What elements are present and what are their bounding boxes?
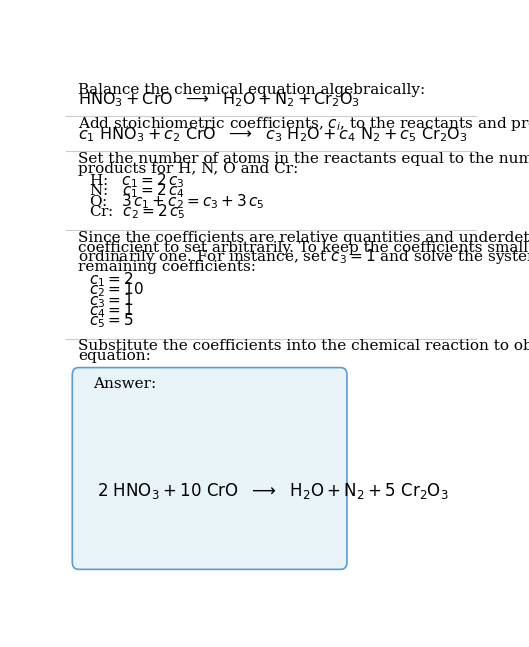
Text: Cr:  $c_2 = 2\, c_5$: Cr: $c_2 = 2\, c_5$ (89, 203, 185, 221)
Text: coefficient to set arbitrarily. To keep the coefficients small, the arbitrary va: coefficient to set arbitrarily. To keep … (78, 241, 529, 254)
Text: $\mathrm{HNO_3 + CrO \ \ {\longrightarrow} \ \ H_2O + N_2 + Cr_2O_3}$: $\mathrm{HNO_3 + CrO \ \ {\longrightarro… (78, 91, 360, 109)
Text: $c_5 = 5$: $c_5 = 5$ (89, 312, 133, 331)
Text: Answer:: Answer: (93, 377, 156, 391)
Text: equation:: equation: (78, 349, 151, 363)
Text: $c_4 = 1$: $c_4 = 1$ (89, 302, 133, 320)
Text: Substitute the coefficients into the chemical reaction to obtain the balanced: Substitute the coefficients into the che… (78, 339, 529, 353)
Text: $c_3 = 1$: $c_3 = 1$ (89, 291, 133, 309)
Text: ordinarily one. For instance, set $c_3 = 1$ and solve the system of equations fo: ordinarily one. For instance, set $c_3 =… (78, 247, 529, 267)
Text: O:   $3\, c_1 + c_2 = c_3 + 3\, c_5$: O: $3\, c_1 + c_2 = c_3 + 3\, c_5$ (89, 192, 264, 211)
Text: $c_1 = 2$: $c_1 = 2$ (89, 270, 133, 289)
Text: Since the coefficients are relative quantities and underdetermined, choose a: Since the coefficients are relative quan… (78, 230, 529, 245)
Text: Add stoichiometric coefficients, $c_i$, to the reactants and products:: Add stoichiometric coefficients, $c_i$, … (78, 115, 529, 133)
Text: products for H, N, O and Cr:: products for H, N, O and Cr: (78, 162, 299, 176)
Text: Balance the chemical equation algebraically:: Balance the chemical equation algebraica… (78, 83, 426, 96)
Text: $c_2 = 10$: $c_2 = 10$ (89, 280, 143, 299)
FancyBboxPatch shape (72, 367, 347, 569)
Text: $2\ \mathrm{HNO_3} + 10\ \mathrm{CrO}\ \ {\longrightarrow}\ \ \mathrm{H_2O} + \m: $2\ \mathrm{HNO_3} + 10\ \mathrm{CrO}\ \… (97, 481, 449, 501)
Text: H:   $c_1 = 2\, c_3$: H: $c_1 = 2\, c_3$ (89, 171, 185, 190)
Text: N:   $c_1 = 2\, c_4$: N: $c_1 = 2\, c_4$ (89, 182, 185, 201)
Text: remaining coefficients:: remaining coefficients: (78, 261, 257, 274)
Text: Set the number of atoms in the reactants equal to the number of atoms in the: Set the number of atoms in the reactants… (78, 152, 529, 166)
Text: $c_1\ \mathrm{HNO_3} + c_2\ \mathrm{CrO}\ \ {\longrightarrow}\ \ c_3\ \mathrm{H_: $c_1\ \mathrm{HNO_3} + c_2\ \mathrm{CrO}… (78, 126, 468, 144)
